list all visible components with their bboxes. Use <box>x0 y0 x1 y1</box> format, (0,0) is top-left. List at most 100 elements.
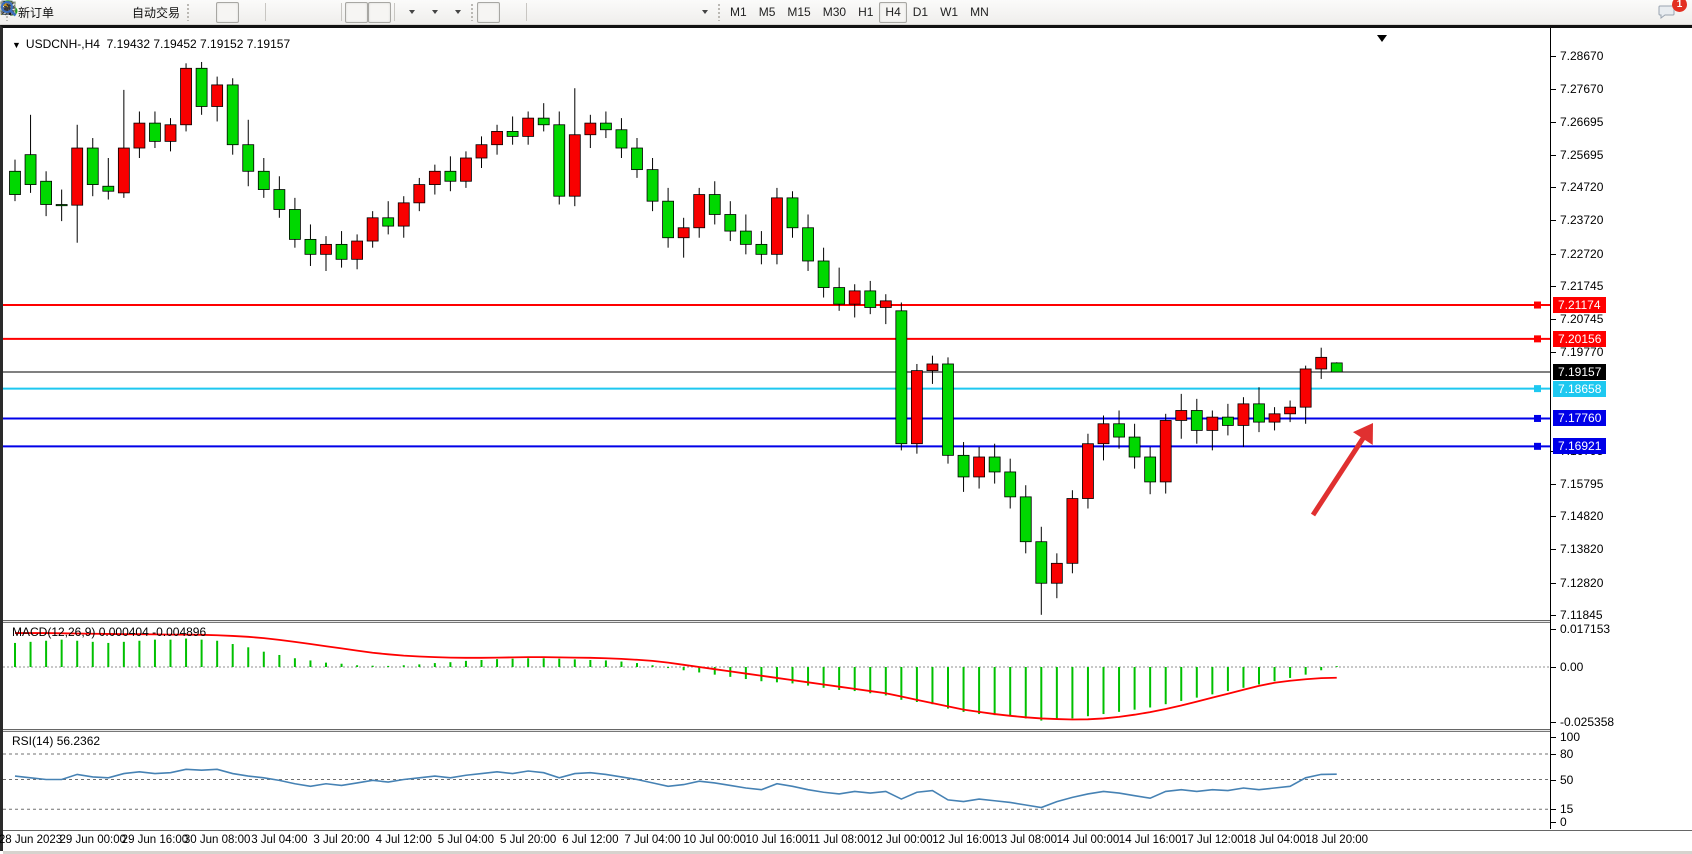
main-chart-panel[interactable]: ▼ USDCNH-,H4 7.19432 7.19452 7.19152 7.19… <box>3 31 1550 620</box>
toolbar-separator <box>265 3 267 21</box>
price-tick <box>1551 319 1556 321</box>
candle-body-down <box>708 194 721 215</box>
chat-button[interactable]: 1 <box>1657 0 1687 23</box>
candle-body-up <box>1159 420 1172 483</box>
time-label: 29 Jun 16:00 <box>121 834 189 846</box>
search-button[interactable] <box>1 1 1649 23</box>
price-tick <box>1551 56 1556 57</box>
panel-separator[interactable] <box>3 620 1692 623</box>
time-label: 4 Jul 12:00 <box>375 834 432 846</box>
rsi-panel[interactable]: RSI(14) 56.2362 <box>3 732 1550 830</box>
candlestick-chart-button[interactable] <box>1 1 240 23</box>
candle-body-up <box>973 456 985 478</box>
hline-handle[interactable] <box>1534 414 1541 422</box>
hline-price-label[interactable]: 7.16921 <box>1553 438 1607 455</box>
templates-button[interactable] <box>0 1 467 23</box>
timeframe-button-d1[interactable]: D1 <box>912 5 929 19</box>
time-label: 12 Jul 16:00 <box>932 834 995 846</box>
price-axis[interactable]: 7.28670 7.27670 7.26695 7.25695 7.24720 7.237… <box>1550 28 1692 829</box>
rsi-axis-label: 80 <box>1560 747 1574 761</box>
timeframe-button-h1[interactable]: H1 <box>858 5 874 19</box>
hline-price-label[interactable]: 7.20156 <box>1553 330 1607 347</box>
tile-windows-button[interactable] <box>0 1 338 23</box>
macd-axis-tick <box>1551 629 1556 631</box>
line-chart-button[interactable] <box>0 2 262 23</box>
candle-body-up <box>180 67 192 126</box>
arrow-annotation[interactable] <box>1310 430 1370 517</box>
current-price-label[interactable]: 7.19157 <box>1553 364 1607 381</box>
macd-signal-line <box>15 632 1337 721</box>
price-label: 7.27670 <box>1560 82 1604 97</box>
hline-handle[interactable] <box>1534 385 1541 393</box>
zoom-in-button[interactable] <box>2 2 292 23</box>
hline-price-label[interactable]: 7.18658 <box>1553 380 1607 397</box>
price-label: 7.20745 <box>1560 312 1604 327</box>
periods-button[interactable] <box>1 1 444 23</box>
metaeditor-button[interactable] <box>0 1 80 23</box>
svg-text:T: T <box>5 4 11 15</box>
candle-body-down <box>942 363 954 456</box>
hline-price-label[interactable]: 7.17760 <box>1553 410 1607 427</box>
equidistant-channel-button[interactable]: E <box>0 2 622 23</box>
rsi-axis-tick <box>1551 779 1556 781</box>
panel-separator[interactable] <box>3 729 1692 732</box>
cursor-button[interactable] <box>4 1 501 23</box>
candle-body-up <box>677 227 690 239</box>
price-label: 7.21745 <box>1560 279 1604 294</box>
candle-body-down <box>739 230 752 245</box>
candle-body-up <box>351 240 364 260</box>
trendline-button[interactable] <box>1 1 599 23</box>
new-order-button[interactable]: 新订单 <box>1 0 57 23</box>
arrows-button[interactable] <box>2 2 714 23</box>
mql5-community-button[interactable] <box>2 2 103 23</box>
candle-body-up <box>1082 443 1094 499</box>
time-label: 14 Jul 00:00 <box>1056 834 1120 846</box>
bar-chart-button[interactable] <box>1 2 216 23</box>
timeframe-button-m1[interactable]: M1 <box>730 5 747 19</box>
text-button[interactable]: A <box>3 1 668 23</box>
price-label: 7.23720 <box>1560 213 1604 228</box>
timeframe-button-mn[interactable]: MN <box>970 5 989 19</box>
price-tick <box>1551 154 1556 156</box>
hline-handle[interactable] <box>1534 442 1541 450</box>
timeframe-button-w1[interactable]: W1 <box>940 5 959 19</box>
timeframe-button-h4[interactable]: H4 <box>879 1 907 23</box>
price-tick <box>1551 187 1556 189</box>
hline-price-label[interactable]: 7.21174 <box>1553 297 1606 314</box>
candle-body-down <box>1330 362 1343 373</box>
auto-scroll-button[interactable] <box>1 1 369 23</box>
symbol-dropdown-icon[interactable]: ▼ <box>12 40 21 50</box>
svg-text:A: A <box>3 1 12 16</box>
macd-panel[interactable]: MACD(12,26,9) 0.000404 -0.004896 <box>3 623 1550 729</box>
timeframe-button-m15[interactable]: M15 <box>787 5 811 19</box>
hline-handle[interactable] <box>1534 335 1541 343</box>
fibonacci-button[interactable]: F <box>1 2 645 23</box>
candle-body-up <box>1206 416 1219 431</box>
time-axis[interactable]: 28 Jun 2023 29 Jun 00:00 29 Jun 16:00 30 Ju… <box>0 831 1692 851</box>
toolbar-grip <box>186 3 191 21</box>
crosshair-button[interactable] <box>1 1 523 23</box>
hline-handle[interactable] <box>1534 301 1541 309</box>
candle-body-down <box>631 147 643 171</box>
zoom-out-button[interactable] <box>2 2 315 23</box>
chart-shift-button[interactable] <box>1 1 392 23</box>
text-label-button[interactable]: T <box>0 1 691 23</box>
candle-body-down <box>646 169 659 202</box>
candle-body-up <box>926 363 939 372</box>
timeframe-button-m5[interactable]: M5 <box>758 5 776 19</box>
chart-shift-marker-icon[interactable] <box>1377 35 1387 42</box>
signals-button[interactable] <box>2 0 126 23</box>
arrow-head-icon[interactable] <box>1352 423 1373 445</box>
candle-body-up <box>428 170 441 185</box>
vertical-line-button[interactable] <box>7 1 553 23</box>
horizontal-line-button[interactable] <box>1 2 576 23</box>
auto-trading-button[interactable]: 自动交易 <box>2 2 183 23</box>
price-label: 7.14820 <box>1560 509 1604 524</box>
indicators-button[interactable] <box>1 2 421 23</box>
timeframe-button-m30[interactable]: M30 <box>822 5 847 19</box>
candle-body-down <box>382 217 395 227</box>
toolbar-grip <box>470 3 475 21</box>
rsi-axis-tick <box>1551 822 1556 823</box>
time-label: 3 Jul 20:00 <box>313 834 370 846</box>
candle-body-up <box>413 184 426 204</box>
